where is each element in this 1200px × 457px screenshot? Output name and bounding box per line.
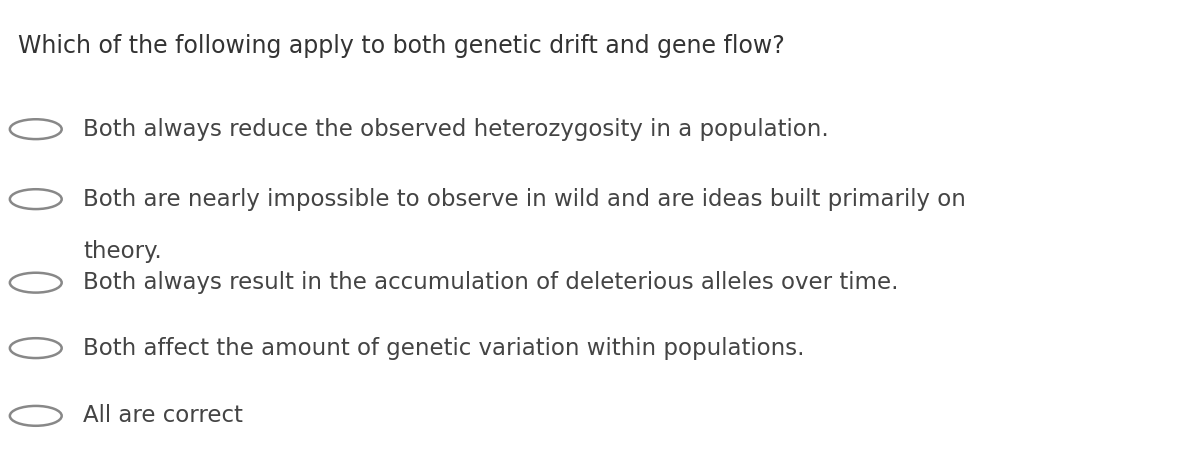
Text: Both always reduce the observed heterozygosity in a population.: Both always reduce the observed heterozy… (83, 118, 829, 141)
Text: Both are nearly impossible to observe in wild and are ideas built primarily on: Both are nearly impossible to observe in… (83, 188, 966, 211)
Text: Both always result in the accumulation of deleterious alleles over time.: Both always result in the accumulation o… (83, 271, 899, 294)
Circle shape (10, 406, 61, 426)
Text: theory.: theory. (83, 239, 162, 263)
Text: Both affect the amount of genetic variation within populations.: Both affect the amount of genetic variat… (83, 337, 804, 360)
Text: All are correct: All are correct (83, 404, 242, 427)
Circle shape (10, 338, 61, 358)
Circle shape (10, 189, 61, 209)
Circle shape (10, 273, 61, 292)
Circle shape (10, 119, 61, 139)
Text: Which of the following apply to both genetic drift and gene flow?: Which of the following apply to both gen… (18, 34, 785, 58)
